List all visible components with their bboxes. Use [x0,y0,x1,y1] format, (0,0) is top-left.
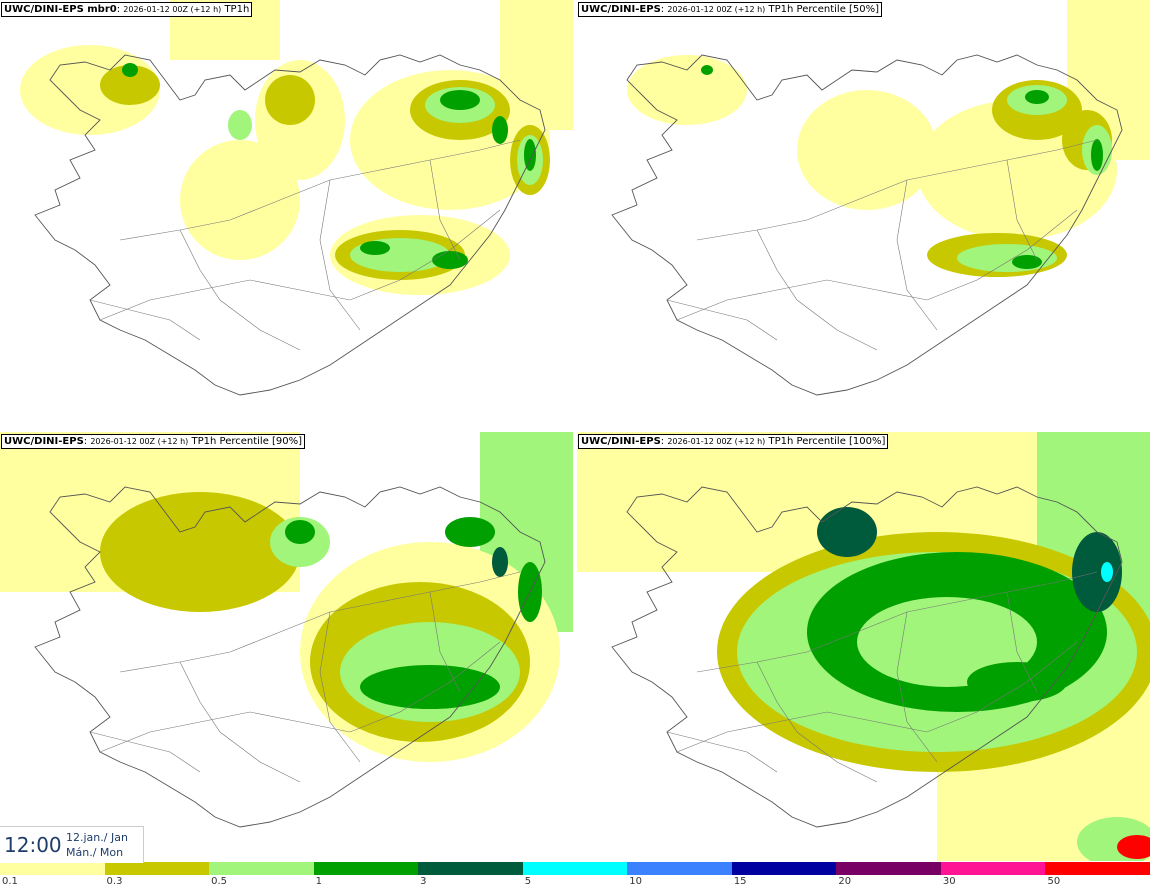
legend-swatch [418,862,524,875]
legend-swatch [313,862,419,875]
panel-title: UWC/DINI-EPS: 2026-01-12 00Z (+12 h) TP1… [1,434,306,449]
legend-tick-label: 0.3 [106,876,123,887]
legend-swatch [940,862,1046,875]
panel-title: UWC/DINI-EPS: 2026-01-12 00Z (+12 h) TP1… [578,2,883,17]
precipitation-map [577,0,1150,429]
legend-swatch [731,862,837,875]
legend-tick-label: 20 [838,876,852,887]
legend-tick-label: 30 [942,876,956,887]
legend-swatch [0,862,106,875]
legend-tick-label: 0.1 [2,876,18,887]
legend-swatch [627,862,733,875]
legend-tick-label: 3 [420,876,427,887]
valid-hour: 12:00 [4,833,62,857]
valid-day: Mán./ Mon [66,846,124,859]
precipitation-map [0,0,573,429]
legend-tick-label: 50 [1047,876,1061,887]
legend-swatch [104,862,210,875]
map-panel-mbr0: UWC/DINI-EPS mbr0: 2026-01-12 00Z (+12 h… [0,0,573,429]
map-panel-p100: UWC/DINI-EPS: 2026-01-12 00Z (+12 h) TP1… [577,432,1150,861]
map-panel-p50: UWC/DINI-EPS: 2026-01-12 00Z (+12 h) TP1… [577,0,1150,429]
panel-title: UWC/DINI-EPS mbr0: 2026-01-12 00Z (+12 h… [1,2,253,17]
panel-title: UWC/DINI-EPS: 2026-01-12 00Z (+12 h) TP1… [578,434,889,449]
legend-tick-label: 15 [733,876,747,887]
legend-tick-label: 5 [524,876,532,887]
legend-swatch [1045,862,1150,875]
legend-tick-label: 0.5 [211,876,227,887]
legend-tick-label: 10 [629,876,642,887]
map-panel-p90: UWC/DINI-EPS: 2026-01-12 00Z (+12 h) TP1… [0,432,573,861]
valid-time-box: 12:00 12.jan./ Jan Mán./ Mon [0,826,144,863]
precipitation-map [577,432,1150,861]
color-legend: 0.1 0.3 0.5 1 3 5 10 15 20 30 50 [0,862,1150,891]
legend-swatch [522,862,628,875]
legend-swatch [209,862,315,875]
valid-date: 12.jan./ Jan [66,831,128,844]
precipitation-map [0,432,573,861]
legend-tick-label: 1 [315,876,322,887]
legend-swatch [836,862,942,875]
